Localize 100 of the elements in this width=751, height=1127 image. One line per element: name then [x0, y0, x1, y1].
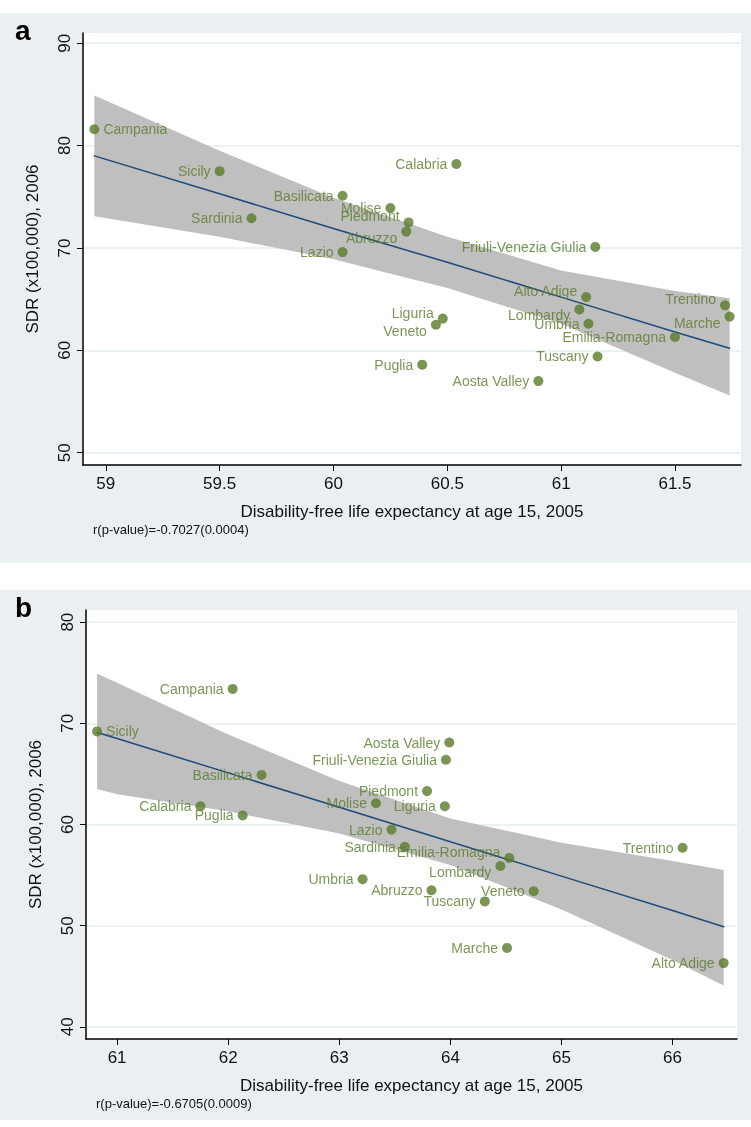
x-axis-title: Disability-free life expectancy at age 15, 2005: [240, 502, 584, 521]
series-label: Marche: [451, 939, 499, 956]
point: [495, 860, 506, 871]
point: [417, 359, 428, 370]
x-tick-label: 60: [323, 474, 343, 493]
point: [337, 190, 348, 201]
chart-title: a: [15, 14, 31, 46]
point: [92, 726, 103, 737]
x-tick-label: 61: [107, 1048, 127, 1067]
point: [479, 896, 490, 907]
series-label: Trentino: [622, 839, 674, 856]
point: [227, 683, 238, 694]
x-tick-label: 63: [329, 1048, 349, 1067]
series-label: Marche: [673, 314, 721, 331]
y-tick-label: 60: [58, 815, 77, 834]
text: r(p-value)=-0.6705(0.0009): [96, 1096, 252, 1111]
x-axis-title: Disability-free life expectancy at age 15, 2005: [239, 1076, 584, 1095]
series-label: Friuli-Venezia Giulia: [461, 238, 587, 255]
y-tick-label: 90: [55, 33, 74, 53]
point: [574, 304, 585, 315]
series-label: Alto Adige: [514, 283, 578, 300]
series-label: Tuscany: [536, 348, 589, 365]
series-label: Puglia: [374, 356, 414, 373]
y-tick-label: 70: [58, 713, 77, 733]
point: [440, 754, 451, 765]
point: [677, 842, 688, 853]
point: [214, 166, 225, 177]
point: [337, 247, 348, 258]
series-label: Friuli-Venezia Giulia: [312, 751, 438, 768]
series-label: Liguria: [391, 304, 434, 321]
point: [502, 942, 513, 953]
point: [401, 226, 412, 237]
point: [246, 213, 257, 224]
point: [237, 810, 248, 821]
y-tick-label: 40: [58, 1017, 77, 1037]
series-label: Calabria: [395, 156, 448, 173]
point: [669, 332, 680, 343]
point: [430, 319, 441, 330]
point: [370, 798, 381, 809]
y-tick-label: 50: [58, 916, 77, 936]
series-label: Basilicata: [273, 187, 334, 204]
y-axis-title: SDR (x100,000), 2006: [23, 164, 42, 334]
point: [504, 852, 515, 863]
text: r(p-value)=-0.7027(0.0004): [93, 522, 249, 537]
series-label: Umbria: [308, 871, 354, 888]
series-label: Liguria: [393, 798, 437, 815]
series-label: Sicily: [177, 163, 211, 180]
point: [533, 376, 544, 387]
series-label: Campania: [103, 121, 168, 138]
line-series: [93, 155, 731, 350]
series-label: Lombardy: [429, 863, 492, 880]
x-tick-label: 62: [218, 1048, 238, 1067]
point: [592, 351, 603, 362]
y-tick-label: 50: [55, 443, 74, 463]
point: [528, 886, 539, 897]
y-tick-label: 80: [55, 136, 74, 156]
point: [89, 124, 100, 135]
x-tick-label: 61.5: [658, 474, 692, 493]
point: [444, 737, 455, 748]
point: [422, 786, 433, 797]
series-label: Lazio: [300, 244, 334, 261]
x-tick-label: 65: [552, 1048, 571, 1067]
point: [426, 885, 437, 896]
point: [590, 241, 601, 252]
point: [403, 217, 414, 228]
x-tick-label: 59.5: [203, 474, 237, 493]
series-label: Campania: [159, 680, 224, 697]
y-tick-label: 60: [55, 340, 74, 360]
series-label: Abruzzo: [371, 882, 423, 899]
point: [718, 958, 729, 969]
point: [724, 311, 735, 322]
series-label: Emilia-Romagna: [562, 329, 667, 346]
series-label: Sardinia: [191, 210, 243, 227]
point: [439, 801, 450, 812]
point: [357, 874, 368, 885]
x-tick-label: 59: [96, 474, 116, 493]
series-label: Veneto: [481, 883, 525, 900]
series-label: Trentino: [665, 291, 717, 308]
y-tick-label: 70: [55, 238, 74, 258]
point: [583, 318, 594, 329]
series-label: Sicily: [106, 723, 139, 740]
point: [451, 159, 462, 170]
series-label: Aosta Valley: [363, 734, 441, 751]
series-label: Alto Adige: [651, 955, 715, 972]
x-tick-label: 66: [663, 1048, 683, 1067]
x-tick-label: 64: [440, 1048, 460, 1067]
x-tick-label: 60.5: [430, 474, 464, 493]
series-label: Veneto: [383, 322, 428, 339]
point: [437, 313, 448, 324]
y-tick-label: 80: [58, 612, 77, 632]
point: [256, 769, 267, 780]
series-label: Lazio: [349, 821, 383, 838]
series-label: Puglia: [194, 807, 234, 824]
point: [386, 824, 397, 835]
chart-title: b: [15, 591, 33, 623]
x-tick-label: 61: [551, 474, 571, 493]
series-label: Sardinia: [344, 838, 397, 855]
series-label: Tuscany: [423, 893, 476, 910]
series-label: Aosta Valley: [452, 373, 530, 390]
point: [581, 292, 592, 303]
